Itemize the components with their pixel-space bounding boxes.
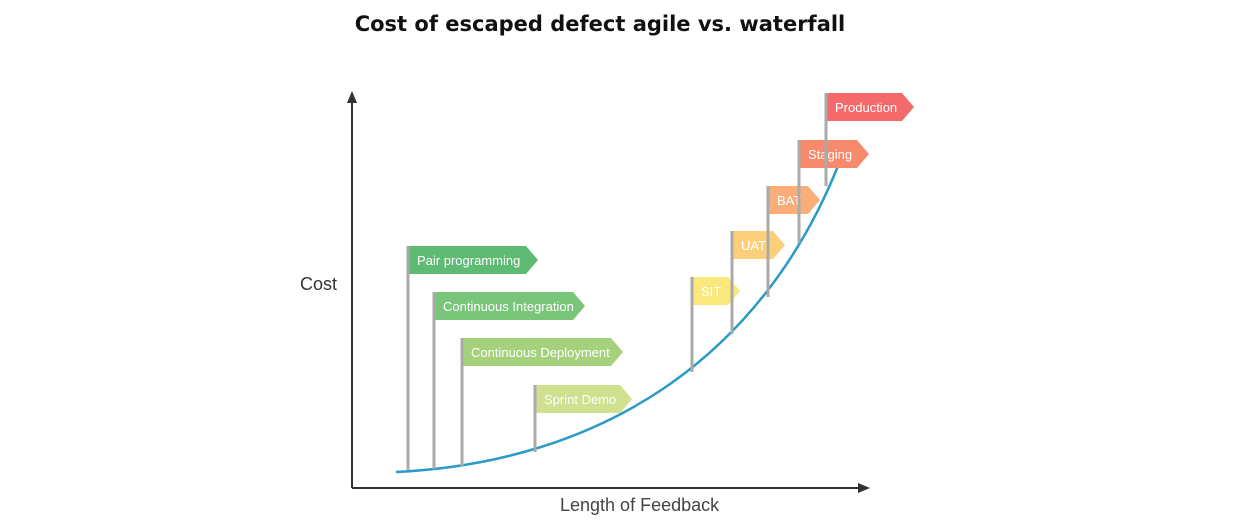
flag-label: Continuous Deployment	[471, 345, 610, 360]
flag-banner	[536, 385, 632, 413]
stage-flag: Pair programming	[406, 246, 538, 470]
diagram-title: Cost of escaped defect agile vs. waterfa…	[354, 12, 846, 36]
flag-banner	[733, 231, 785, 259]
flag-banner	[409, 246, 538, 274]
flag-label: Continuous Integration	[443, 299, 574, 314]
flag-banner	[827, 93, 914, 121]
stage-flag: Staging	[797, 140, 869, 243]
flag-label: Staging	[808, 147, 852, 162]
stage-flags: Pair programming Continuous Integration Co…	[406, 93, 914, 470]
stage-flag: Continuous Integration	[432, 292, 585, 469]
y-axis-label: Cost	[300, 274, 338, 294]
flag-label: Sprint Demo	[544, 392, 616, 407]
stage-flag: Sprint Demo	[533, 385, 632, 452]
stage-flag: Continuous Deployment	[460, 338, 623, 466]
y-axis-arrow-icon	[347, 91, 357, 103]
stage-flag: SIT	[690, 277, 740, 372]
flag-banner	[435, 292, 585, 320]
x-axis-label: Length of Feedback	[560, 495, 720, 515]
flag-label: BAT	[777, 193, 801, 208]
flag-banner	[463, 338, 623, 366]
stage-flag: UAT	[730, 231, 785, 334]
flag-banner	[693, 277, 740, 305]
flag-label: UAT	[741, 238, 766, 253]
flag-banner	[800, 140, 869, 168]
flag-label: SIT	[701, 284, 721, 299]
stage-flag: Production	[824, 93, 914, 186]
stage-flag: BAT	[766, 186, 820, 297]
flag-label: Production	[835, 100, 897, 115]
flag-label: Pair programming	[417, 253, 520, 268]
x-axis-arrow-icon	[858, 483, 870, 493]
flag-banner	[769, 186, 820, 214]
